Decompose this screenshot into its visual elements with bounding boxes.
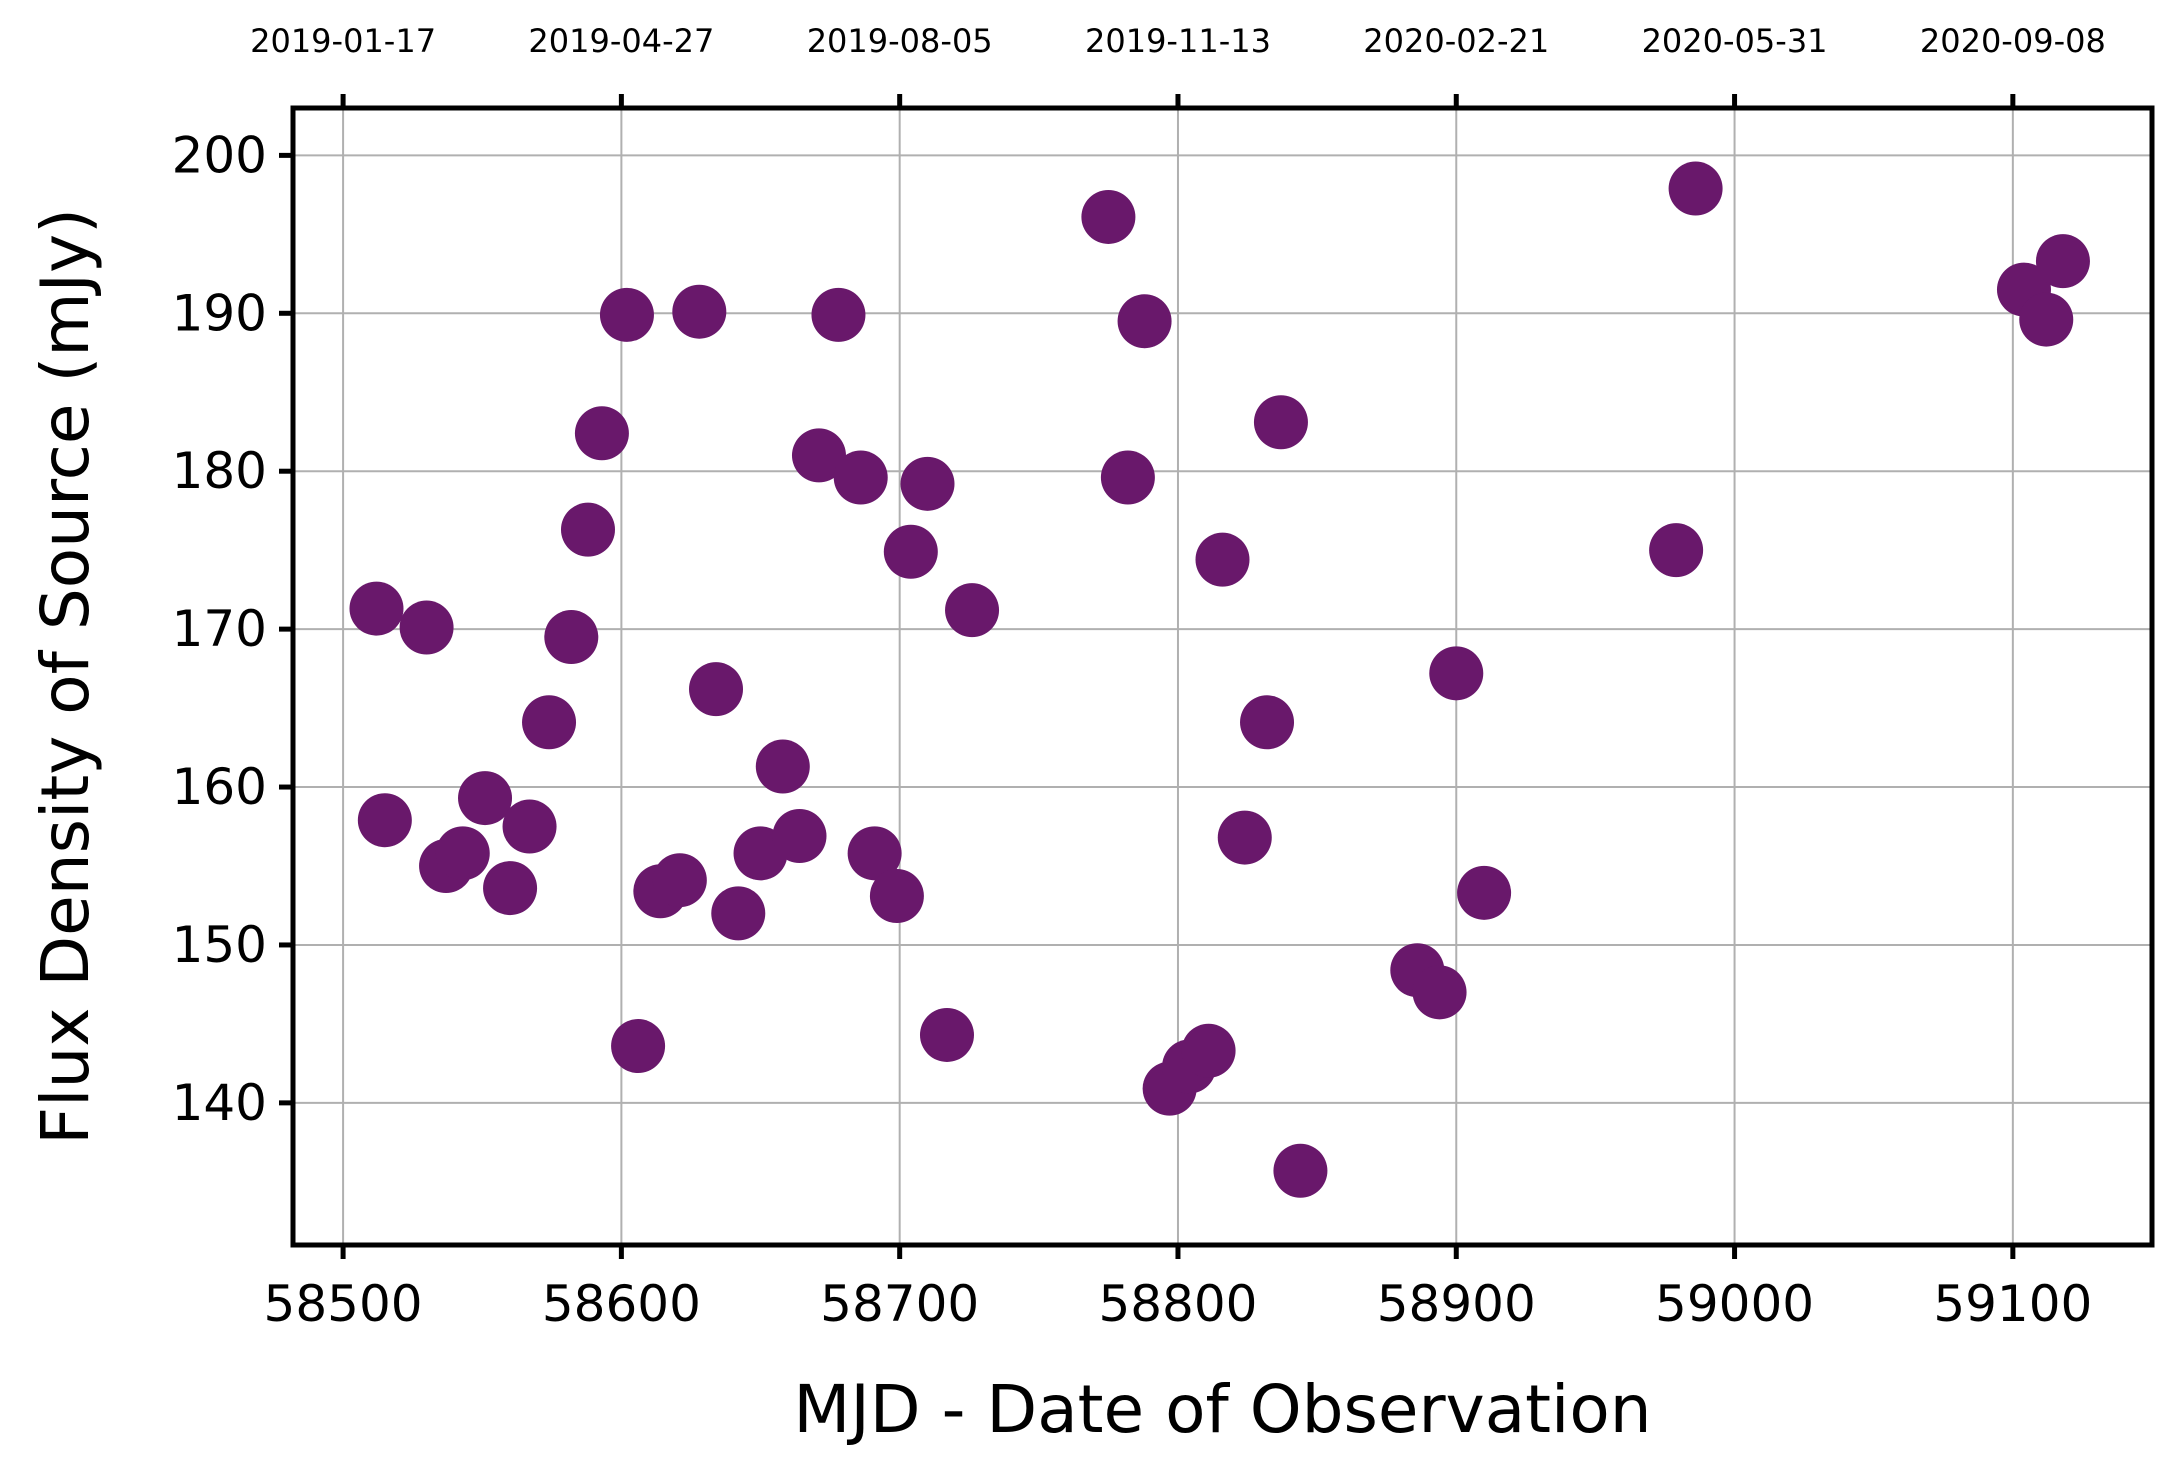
data-point: [1649, 523, 1704, 578]
data-point: [652, 853, 707, 908]
data-point: [869, 869, 924, 924]
y-tick-label: 160: [172, 758, 267, 816]
data-point: [791, 428, 846, 483]
data-point: [945, 583, 1000, 638]
data-point: [755, 739, 810, 794]
data-point: [357, 793, 412, 848]
data-point: [560, 502, 615, 557]
data-point: [1240, 695, 1295, 750]
data-point: [1429, 646, 1484, 701]
x-tick-label: 58800: [1098, 1275, 1257, 1333]
data-points: [349, 161, 2090, 1198]
data-point: [502, 799, 557, 854]
data-point: [883, 524, 938, 579]
x-tick-label: 58600: [542, 1275, 701, 1333]
y-tick-label: 190: [172, 284, 267, 342]
data-point: [1273, 1143, 1328, 1198]
data-point: [435, 826, 490, 881]
data-point: [672, 284, 727, 339]
data-point: [458, 771, 513, 826]
top-tick-label: 2020-02-21: [1363, 22, 1549, 60]
data-point: [349, 581, 404, 636]
data-point: [544, 610, 599, 665]
y-tick-label: 140: [172, 1074, 267, 1132]
data-point: [811, 287, 866, 342]
data-point: [2019, 292, 2074, 347]
y-axis-title: Flux Density of Source (mJy): [27, 208, 104, 1145]
data-point: [1217, 810, 1272, 865]
top-tick-label: 2020-09-08: [1920, 22, 2106, 60]
top-tick-label: 2020-05-31: [1642, 22, 1828, 60]
data-point: [1100, 450, 1155, 505]
axis-ticks: 58500 58600 58700 58800 58900 59000 59100 140 15…: [172, 22, 2106, 1333]
top-tick-label: 2019-11-13: [1085, 22, 1271, 60]
data-point: [919, 1007, 974, 1062]
data-point: [1195, 532, 1250, 587]
data-point: [1117, 294, 1172, 349]
data-point: [1668, 161, 1723, 216]
data-point: [522, 695, 577, 750]
top-tick-label: 2019-04-27: [528, 22, 714, 60]
data-point: [399, 600, 454, 655]
y-tick-label: 150: [172, 916, 267, 974]
plot-frame: [290, 105, 2155, 1248]
data-point: [1253, 395, 1308, 450]
x-tick-label: 58500: [264, 1275, 423, 1333]
x-tick-label: 59100: [1933, 1275, 2092, 1333]
data-point: [1412, 965, 1467, 1020]
data-point: [711, 886, 766, 941]
top-tick-label: 2019-08-05: [807, 22, 993, 60]
y-tick-label: 180: [172, 442, 267, 500]
y-tick-label: 200: [172, 126, 267, 184]
data-point: [1081, 189, 1136, 244]
data-point: [833, 450, 888, 505]
data-point: [599, 287, 654, 342]
data-point: [611, 1019, 666, 1074]
x-tick-label: 58700: [820, 1275, 979, 1333]
x-axis-title: MJD - Date of Observation: [793, 1371, 1651, 1448]
grid-lines: [293, 108, 2152, 1245]
data-point: [900, 456, 955, 511]
data-point: [2035, 234, 2090, 289]
y-tick-label: 170: [172, 600, 267, 658]
data-point: [772, 808, 827, 863]
data-point: [1181, 1023, 1236, 1078]
x-tick-label: 58900: [1377, 1275, 1536, 1333]
top-tick-label: 2019-01-17: [250, 22, 436, 60]
data-point: [1457, 865, 1512, 920]
data-point: [847, 826, 902, 881]
data-point: [574, 406, 629, 461]
data-point: [689, 662, 744, 717]
data-point: [483, 861, 538, 916]
x-tick-label: 59000: [1655, 1275, 1814, 1333]
